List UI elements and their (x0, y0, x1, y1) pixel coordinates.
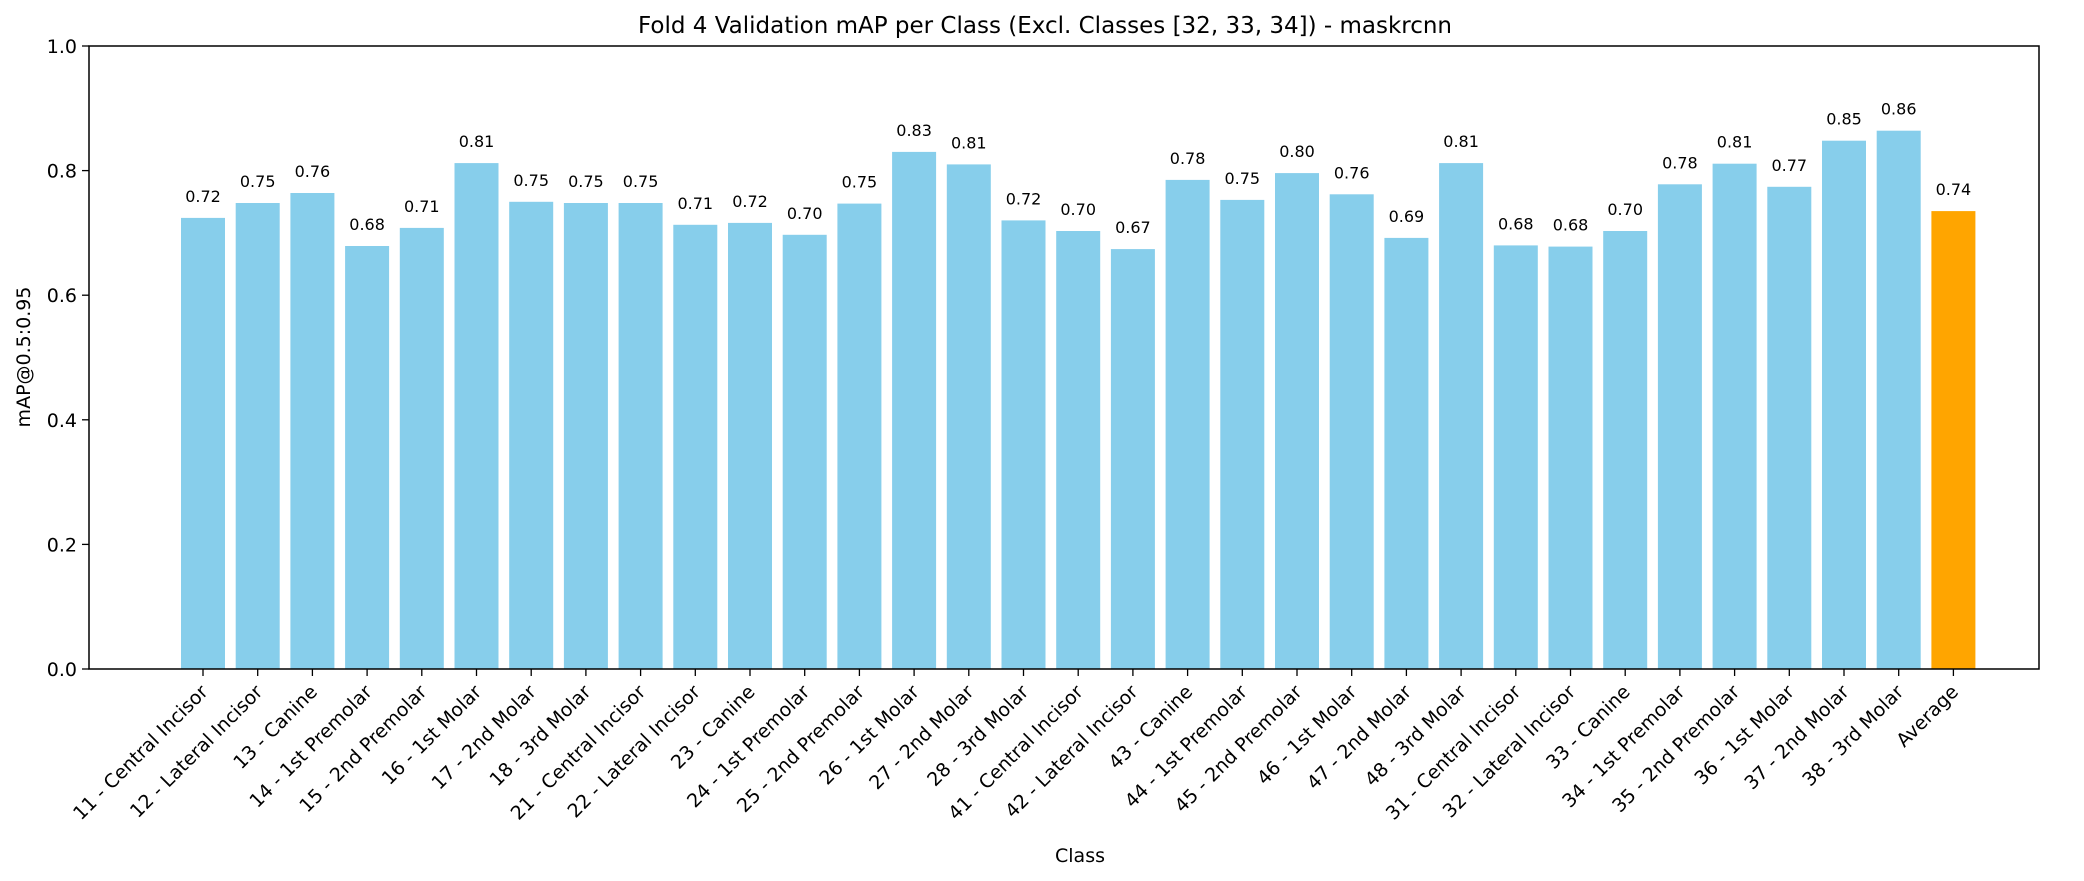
bar-value-labels: 0.72 0.75 0.76 0.68 0.71 0.81 0.75 0.75 0.75 0.71… (185, 100, 1971, 237)
bar (1165, 179, 1210, 669)
bar (1822, 140, 1866, 669)
bar-value-label: 0.71 (404, 197, 440, 216)
bar-value-label: 0.75 (623, 172, 659, 191)
bar-value-label: 0.81 (1443, 132, 1479, 151)
bar (1548, 246, 1593, 669)
bar (1876, 130, 1921, 669)
bar-value-label: 0.70 (1060, 200, 1096, 219)
bar (1657, 184, 1702, 670)
bars-group (181, 130, 1976, 670)
plot-frame (88, 45, 2040, 670)
bar (837, 203, 882, 669)
bar-value-label: 0.78 (1170, 149, 1206, 168)
bar-value-label: 0.75 (842, 173, 878, 192)
bar-value-label: 0.72 (1006, 189, 1042, 208)
y-tick-label: 0.2 (47, 534, 77, 556)
bar (1439, 163, 1484, 669)
bar (1767, 186, 1812, 670)
bar (1110, 249, 1155, 669)
bar-value-label: 0.76 (295, 162, 331, 181)
bar-value-label: 0.72 (185, 187, 221, 206)
y-axis: 0.0 0.2 0.4 0.6 0.8 1.0 (47, 36, 89, 681)
bar-value-label: 0.81 (459, 132, 495, 151)
bar-value-label: 0.77 (1771, 156, 1807, 175)
bar (563, 203, 608, 669)
bar-average (1931, 211, 1976, 669)
bar (782, 234, 827, 670)
bar-value-label: 0.70 (1607, 200, 1643, 219)
bar (399, 227, 444, 669)
bar-value-label: 0.68 (1553, 216, 1589, 235)
bar-value-label: 0.85 (1826, 110, 1862, 129)
y-tick-label: 0.8 (47, 161, 77, 183)
chart-title: Fold 4 Validation mAP per Class (Excl. C… (638, 13, 1452, 39)
bar-value-label: 0.75 (568, 172, 604, 191)
bar (673, 224, 718, 670)
bar (618, 203, 663, 669)
y-axis-label: mAP@0.5:0.95 (13, 287, 35, 428)
bar (1220, 199, 1265, 669)
bar (290, 193, 335, 669)
bar-value-label: 0.72 (732, 192, 768, 211)
bar (1493, 245, 1538, 669)
bar-value-label: 0.69 (1389, 207, 1425, 226)
bar (454, 163, 499, 669)
bar (1603, 231, 1648, 669)
x-axis-label: Class (1055, 845, 1105, 867)
bar-value-label: 0.81 (1717, 133, 1753, 152)
bar-value-label: 0.80 (1279, 142, 1315, 161)
bar (1329, 194, 1374, 670)
bar (946, 164, 991, 669)
y-tick-label: 0.4 (47, 410, 77, 432)
bar-value-label: 0.68 (1498, 214, 1534, 233)
bar (509, 201, 554, 670)
bar-value-label: 0.86 (1881, 100, 1917, 119)
y-tick-label: 1.0 (47, 36, 77, 58)
bar-value-label: 0.75 (513, 171, 549, 190)
bar-value-label: 0.75 (240, 172, 276, 191)
bar-value-label: 0.83 (896, 121, 932, 140)
bar-value-label: 0.70 (787, 204, 823, 223)
bar (181, 217, 225, 669)
bar (892, 151, 937, 669)
bar-value-label: 0.78 (1662, 153, 1698, 172)
y-tick-label: 0.0 (47, 659, 77, 681)
y-tick-label: 0.6 (47, 285, 77, 307)
bar-value-label: 0.81 (951, 133, 987, 152)
bar-value-label: 0.75 (1224, 169, 1260, 188)
bar-value-label: 0.76 (1334, 163, 1370, 182)
bar-value-label: 0.74 (1936, 180, 1972, 199)
bar (728, 222, 772, 669)
bar-value-label: 0.67 (1115, 218, 1151, 237)
bar (1275, 173, 1319, 669)
bar (1056, 231, 1101, 669)
bar-value-label: 0.71 (677, 194, 713, 213)
bar (1001, 220, 1046, 669)
bar-value-label: 0.68 (349, 215, 385, 234)
bar (235, 203, 280, 669)
bar (1384, 237, 1429, 669)
bar (1712, 163, 1757, 669)
bar (345, 246, 390, 669)
